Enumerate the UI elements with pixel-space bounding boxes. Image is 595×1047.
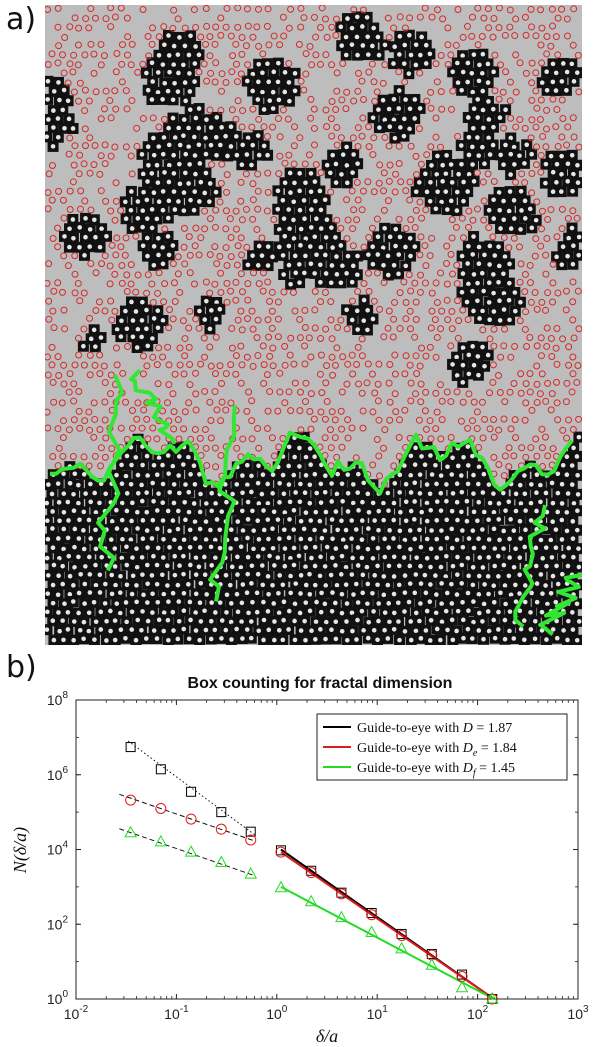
data-point [455, 980, 469, 993]
panel-label-b: b) [6, 650, 37, 685]
legend: Guide-to-eye with D = 1.87 Guide-to-eye w… [316, 713, 568, 781]
data-point [155, 764, 166, 775]
data-point [396, 930, 408, 942]
legend-box [316, 713, 568, 781]
x-tick-label: 101 [367, 1004, 389, 1022]
data-point [366, 909, 378, 921]
x-tick-label: 10-1 [164, 1004, 189, 1022]
data-point [124, 825, 137, 838]
particle-micrograph [45, 5, 582, 645]
data-point [305, 867, 317, 879]
data-point [275, 846, 287, 858]
data-point [215, 823, 227, 835]
x-tick-label: 102 [467, 1004, 489, 1022]
x-tick-label: 10-2 [64, 1004, 89, 1022]
data-point [335, 888, 347, 900]
y-tick-label: 100 [47, 989, 69, 1007]
data-point [244, 867, 258, 879]
guide-line [280, 851, 495, 1000]
y-axis-label: N(δ/a) [10, 827, 31, 874]
box-counting-chart: Box counting for fractal dimension 10-2 1… [10, 675, 589, 1046]
data-point [214, 855, 228, 867]
data-point [154, 834, 168, 847]
data-point [395, 941, 408, 954]
legend-entry: Guide-to-eye with D = 1.87 [357, 721, 512, 736]
data-point [365, 925, 378, 938]
data-point [274, 880, 288, 893]
data-point [125, 742, 136, 753]
data-point [245, 834, 257, 846]
legend-entry: Guide-to-eye with Df = 1.45 [357, 761, 515, 779]
data-point [184, 845, 198, 857]
data-point [485, 991, 499, 1004]
data-point [186, 786, 197, 797]
data-point [335, 910, 348, 923]
x-tick-label: 103 [567, 1004, 589, 1022]
panel-label-a: a) [6, 2, 37, 37]
y-tick-label: 104 [47, 840, 69, 858]
x-tick-label: 100 [266, 1004, 288, 1022]
chart-title: Box counting for fractal dimension [188, 675, 453, 692]
data-point [304, 894, 318, 907]
y-tick-label: 108 [47, 690, 69, 708]
data-point [185, 813, 197, 825]
legend-entry: Guide-to-eye with De = 1.84 [357, 741, 517, 759]
y-tick-label: 102 [47, 914, 69, 932]
green-boundary-path [49, 368, 582, 636]
data-point [245, 826, 256, 837]
data-point [425, 958, 439, 970]
data-point [125, 794, 137, 806]
data-point [216, 807, 227, 818]
data-point [155, 803, 167, 815]
x-axis-label: δ/a [316, 1026, 338, 1046]
y-tick-label: 106 [47, 765, 69, 783]
